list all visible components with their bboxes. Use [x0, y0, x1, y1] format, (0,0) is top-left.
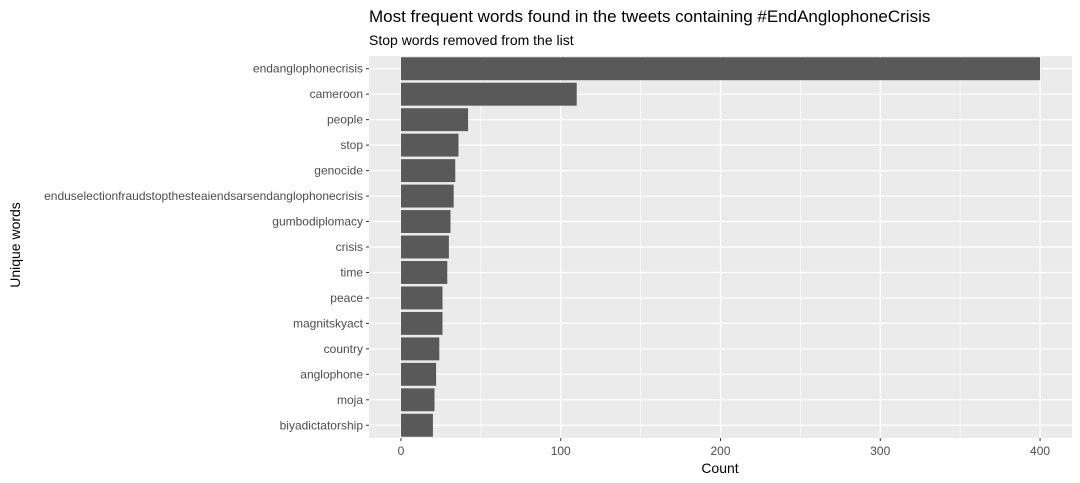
- y-tick-label: magnitskyact: [293, 316, 364, 330]
- y-tick-label: time: [340, 265, 363, 279]
- bar-cameroon: [400, 82, 577, 106]
- bar-people: [400, 108, 469, 132]
- x-tick-label: 200: [710, 444, 730, 458]
- y-tick-label: stop: [340, 138, 363, 152]
- x-tick-label: 100: [551, 444, 571, 458]
- bar-endanglophonecrisis: [400, 57, 1041, 81]
- bar-country: [400, 337, 440, 361]
- y-tick-label: cameroon: [310, 87, 363, 101]
- y-tick-label: gumbodiplomacy: [272, 215, 363, 229]
- bar-enduselectionfraudstopthesteaiendsarsendanglophonecrisis: [400, 184, 454, 208]
- y-tick-label: anglophone: [300, 367, 363, 381]
- x-axis-title: Count: [701, 460, 738, 476]
- y-tick-label: peace: [330, 291, 363, 305]
- y-tick-label: country: [324, 342, 363, 356]
- bar-biyadictatorship: [400, 413, 433, 437]
- x-tick-label: 400: [1030, 444, 1050, 458]
- bar-gumbodiplomacy: [400, 210, 451, 233]
- bar-time: [400, 261, 448, 284]
- x-tick-labels: 0 100 200 300 400: [398, 438, 1050, 458]
- y-tick-label: people: [327, 113, 363, 127]
- bar-peace: [400, 286, 443, 310]
- y-axis-title: Unique words: [7, 202, 23, 288]
- y-tick-label: endanglophonecrisis: [253, 62, 363, 76]
- y-tick-labels: endanglophonecrisis cameroon people stop gen…: [44, 62, 369, 432]
- bar-moja: [400, 388, 435, 412]
- x-tick-label: 300: [870, 444, 890, 458]
- y-tick-label: enduselectionfraudstopthesteaiendsarsend…: [44, 189, 363, 203]
- x-tick-label: 0: [398, 444, 405, 458]
- y-tick-label: genocide: [314, 164, 363, 178]
- chart-title: Most frequent words found in the tweets …: [369, 7, 930, 26]
- bar-genocide: [400, 159, 456, 183]
- bar-anglophone: [400, 362, 437, 386]
- y-tick-label: crisis: [336, 240, 363, 254]
- y-tick-label: moja: [337, 393, 363, 407]
- bar-crisis: [400, 235, 449, 259]
- bar-magnitskyact: [400, 311, 443, 335]
- bar-stop: [400, 133, 459, 157]
- chart-subtitle: Stop words removed from the list: [369, 32, 574, 48]
- y-tick-label: biyadictatorship: [280, 418, 364, 432]
- bars: [400, 57, 1041, 437]
